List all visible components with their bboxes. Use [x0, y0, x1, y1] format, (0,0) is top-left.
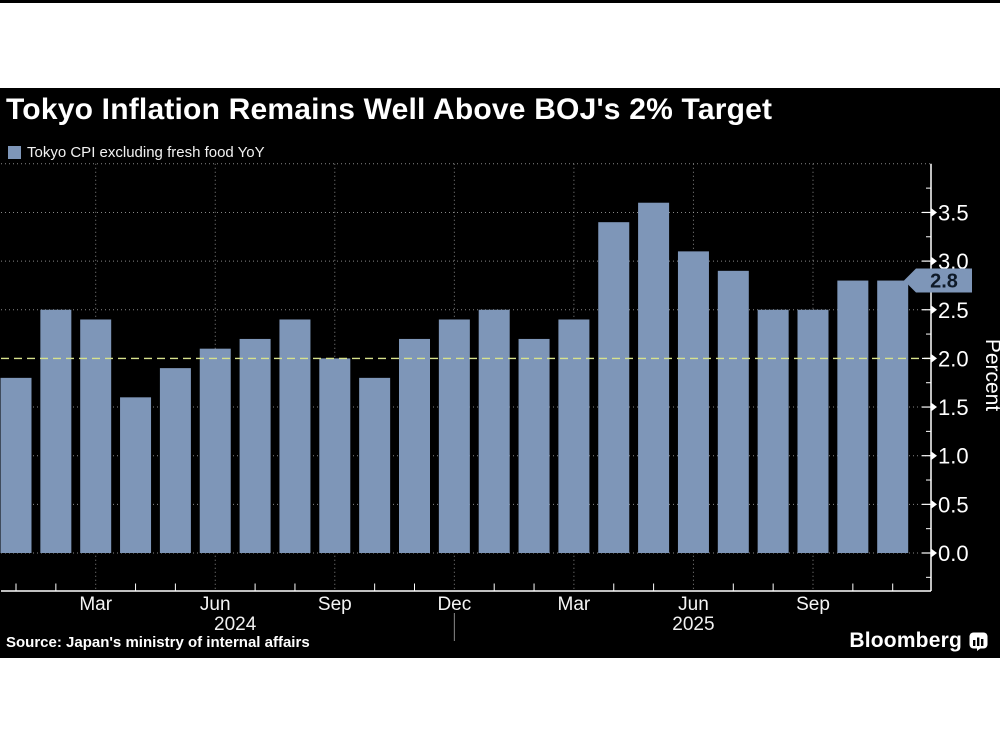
bar: [0, 377, 32, 553]
bar: [438, 319, 470, 553]
y-axis-label: 2.5: [938, 298, 969, 323]
bar: [837, 280, 869, 553]
legend-swatch-icon: [8, 146, 21, 159]
y-tick-arrow: [931, 548, 937, 558]
bar: [478, 309, 510, 553]
y-tick-arrow: [931, 451, 937, 461]
bar: [518, 338, 550, 553]
chart-card: Tokyo Inflation Remains Well Above BOJ's…: [0, 88, 1000, 658]
y-axis-label: 0.5: [938, 492, 969, 517]
year-label: 2025: [672, 614, 714, 635]
bloomberg-icon: [969, 632, 988, 651]
bar: [638, 202, 670, 553]
x-axis-label: Mar: [558, 594, 591, 615]
y-axis-unit-label: Percent: [981, 339, 1000, 412]
year-label: 2024: [214, 614, 257, 635]
bar: [80, 319, 112, 553]
bar: [239, 338, 271, 553]
y-tick-arrow: [931, 402, 937, 412]
bar: [199, 348, 231, 553]
latest-value-label: 2.8: [930, 271, 958, 293]
source-text: Source: Japan's ministry of internal aff…: [6, 634, 310, 651]
bar: [40, 309, 72, 553]
y-tick-arrow: [931, 353, 937, 363]
bar: [359, 377, 391, 553]
brand: Bloomberg: [849, 629, 988, 653]
bar: [677, 251, 709, 553]
bar: [558, 319, 590, 553]
bar: [757, 309, 789, 553]
y-axis-label: 3.5: [938, 200, 969, 225]
bar: [717, 270, 749, 553]
y-tick-arrow: [931, 256, 937, 266]
bar: [877, 280, 909, 553]
top-border: [0, 0, 1000, 3]
y-axis-label: 0.0: [938, 541, 969, 566]
legend-label: Tokyo CPI excluding fresh food YoY: [27, 144, 265, 161]
chart-footer: Source: Japan's ministry of internal aff…: [0, 629, 1000, 656]
x-axis-label: Dec: [437, 594, 471, 615]
y-axis-label: 1.0: [938, 444, 969, 469]
bar: [159, 368, 191, 553]
y-tick-arrow: [931, 207, 937, 217]
bar: [797, 309, 829, 553]
x-axis-label: Sep: [318, 594, 352, 615]
chart-title: Tokyo Inflation Remains Well Above BOJ's…: [6, 93, 773, 126]
x-axis-label: Jun: [678, 594, 709, 615]
y-tick-arrow: [931, 499, 937, 509]
bar: [399, 338, 430, 553]
bar: [120, 397, 152, 553]
x-axis-label: Mar: [79, 594, 112, 615]
legend: Tokyo CPI excluding fresh food YoY: [8, 144, 265, 161]
y-axis-label: 2.0: [938, 346, 969, 371]
x-axis-label: Sep: [796, 594, 830, 615]
bar: [279, 319, 311, 553]
bar: [598, 222, 630, 553]
y-tick-arrow: [931, 305, 937, 315]
x-axis-label: Jun: [200, 594, 231, 615]
latest-value-tag: [904, 268, 972, 293]
brand-wordmark: Bloomberg: [849, 629, 962, 652]
bar: [319, 358, 351, 553]
y-axis-label: 1.5: [938, 395, 969, 420]
